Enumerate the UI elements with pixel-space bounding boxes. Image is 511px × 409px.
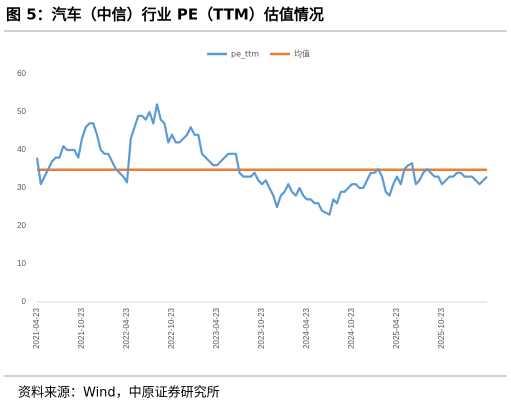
y-tick-label: 50	[17, 107, 26, 116]
x-tick-label: 2023-04-23	[212, 307, 221, 348]
y-tick-label: 0	[22, 297, 27, 306]
legend-label: pe_ttm	[231, 50, 259, 59]
x-tick-label: 2022-04-23	[122, 307, 131, 348]
x-tick-label: 2023-10-23	[257, 307, 266, 348]
y-tick-label: 40	[17, 145, 26, 154]
y-tick-label: 30	[17, 183, 26, 192]
x-tick-label: 2021-04-23	[32, 307, 41, 348]
series-line	[35, 103, 488, 216]
chart-title: 图 5：汽车（中信）行业 PE（TTM）估值情况	[6, 6, 324, 24]
y-tick-label: 20	[17, 221, 26, 230]
y-tick-label: 60	[17, 69, 26, 78]
source: 资料来源：Wind，中原证券研究所	[18, 385, 220, 401]
x-tick-label: 2025-10-23	[437, 307, 446, 348]
y-tick-label: 10	[17, 259, 26, 268]
x-tick-label: 2024-10-23	[347, 307, 356, 348]
x-tick-label: 2022-10-23	[167, 307, 176, 348]
x-tick-label: 2021-10-23	[77, 307, 86, 348]
x-tick-label: 2025-04-23	[392, 307, 401, 348]
x-tick-label: 2024-04-23	[302, 307, 311, 348]
legend-label: 均值	[294, 49, 310, 59]
